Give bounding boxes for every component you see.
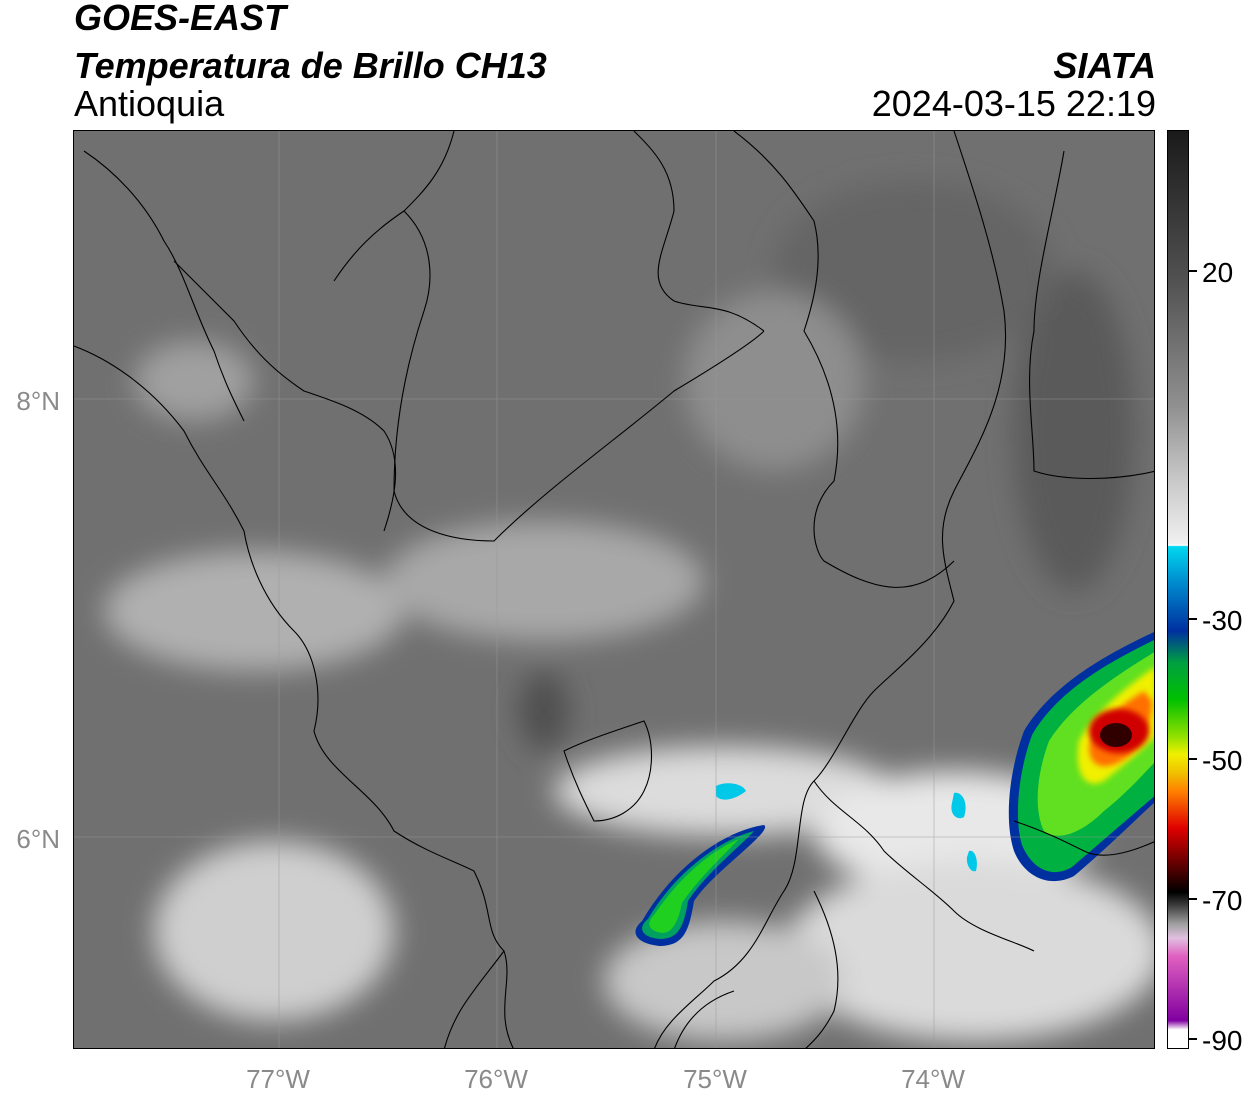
colorbar-tick [1189,618,1197,620]
lon-label-75w: 75°W [683,1064,747,1094]
colorbar-label-minus50: -50 [1202,745,1243,776]
storm-cell-south [635,783,766,946]
colorbar-label-minus90: -90 [1202,1025,1243,1056]
boundaries [74,131,1154,1048]
storm-cell-east [951,631,1154,882]
colorbar-tick [1189,758,1197,760]
cloud-field [104,181,1154,1041]
lon-label-77w: 77°W [246,1064,310,1094]
lon-label-74w: 74°W [901,1064,965,1094]
lat-label-6n: 6°N [16,824,60,854]
lon-label-76w: 76°W [464,1064,528,1094]
colorbar [1167,130,1189,1049]
colorbar-tick [1189,270,1197,272]
satellite-title: GOES-EAST [74,0,287,38]
satellite-map[interactable] [73,130,1155,1049]
graticule [74,131,1154,1048]
region-label: Antioquia [74,83,225,124]
product-title: Temperatura de Brillo CH13 [74,45,547,86]
colorbar-label-20: 20 [1202,257,1234,288]
colorbar-tick [1189,1038,1197,1040]
lat-label-8n: 8°N [16,386,60,416]
datetime-label: 2024-03-15 22:19 [871,83,1156,124]
organization-label: SIATA [1053,45,1156,86]
colorbar-tick [1189,898,1197,900]
colorbar-label-minus30: -30 [1202,605,1243,636]
colorbar-label-minus70: -70 [1202,885,1243,916]
